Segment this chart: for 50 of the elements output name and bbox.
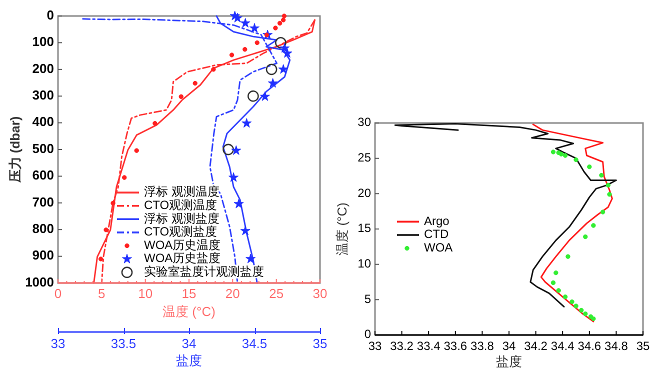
legend-label: CTD [424,227,449,242]
y-tick-label: 1000 [25,274,54,290]
x-tick-label: 34 [502,339,516,353]
x-tick-label: 33.6 [444,339,468,353]
legend-label: CTO观测温度 [144,198,218,212]
y-tick-label: 200 [32,60,54,76]
y-tick-label: 30 [358,115,372,130]
x-tick-label: 15 [182,286,196,301]
x-tick-label: 34.8 [604,339,628,353]
x-tick-label: 33.8 [470,339,494,353]
x-axis-title: 温度 (°C) [162,304,216,319]
x-tick-label: 34.4 [550,339,575,353]
legend-label: 浮标 观测盐度 [144,211,220,226]
x-tick-label: 5 [98,286,106,301]
x-tick-label: 35 [636,339,650,353]
legend-label: WOA历史温度 [144,238,221,252]
x-tick-label: 34.6 [578,339,602,353]
x-axis-title: 盐度 [496,354,522,369]
y-tick-label: 20 [358,186,372,200]
x2-tick-label: 34.5 [242,336,268,351]
y-tick-label: 600 [32,168,54,183]
y-tick-label: 900 [32,248,54,263]
y-tick-label: 800 [32,221,54,236]
x-tick-label: 34.2 [524,339,548,353]
y-tick-label: 0 [364,327,372,342]
y-tick-label: 400 [32,114,54,130]
y-axis-title: 压力 (dbar) [7,116,22,184]
x-tick-label: 25 [269,286,284,301]
y-axis-title: 温度 (°C) [334,202,350,256]
x-tick-label: 20 [225,286,240,301]
legend-label: WOA历史盐度 [144,251,221,266]
x2-axis-title: 盐度 [176,353,202,368]
y-tick-label: 100 [32,34,54,50]
x-tick-label: 33 [368,339,382,353]
legend-label: WOA [424,240,453,254]
y-tick-label: 300 [32,88,54,103]
x-tick-label: 33.2 [390,339,414,353]
y-tick-label: 500 [32,140,54,156]
x2-tick-label: 33.5 [110,336,136,351]
y-tick-label: 25 [358,150,372,165]
legend-label: CTO观测盐度 [144,224,218,239]
y-tick-label: 15 [358,221,372,236]
legend-label: Argo [424,214,450,228]
y-tick-label: 0 [46,7,54,22]
legend-label: 浮标 观测温度 [144,184,220,199]
x-tick-label: 30 [312,286,328,301]
x-tick-label: 33.4 [416,339,441,353]
y-tick-label: 700 [32,194,54,210]
y-tick-label: 10 [358,256,372,271]
x-tick-label: 10 [138,286,153,301]
